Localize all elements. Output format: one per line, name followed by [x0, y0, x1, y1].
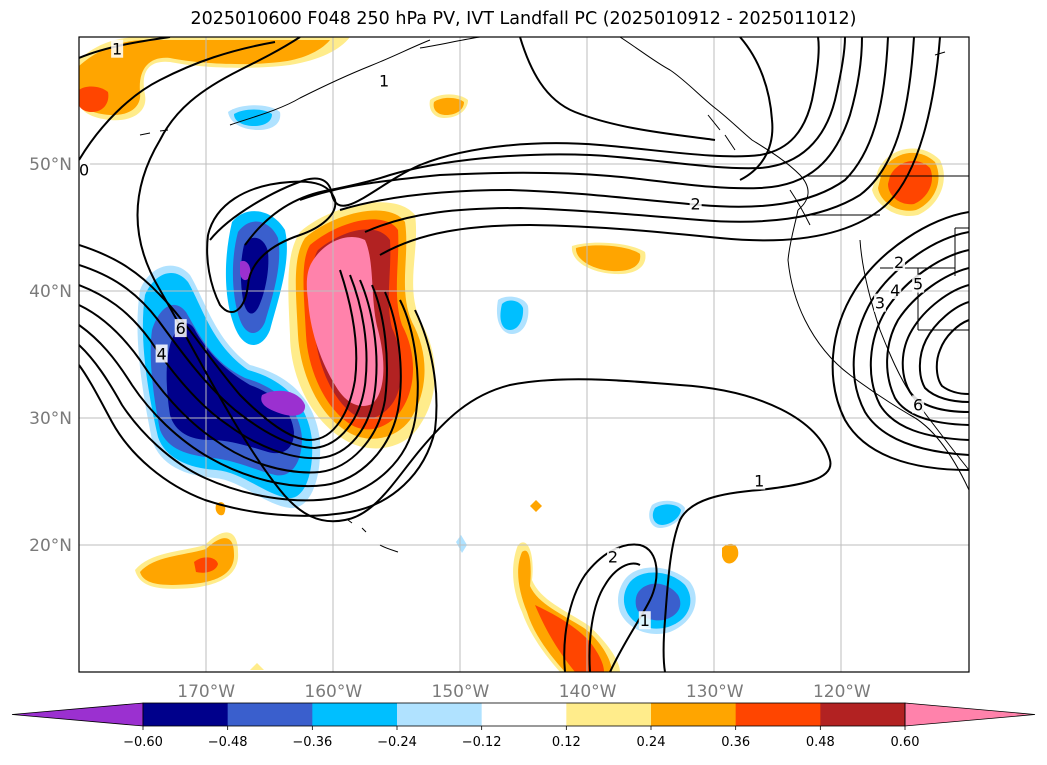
- contour-label-bg: [638, 611, 651, 630]
- contour-label-bg: [79, 160, 91, 179]
- lon-tick-label: 130°W: [686, 682, 744, 702]
- positive-pv-anomaly-hawaii-west: [135, 532, 239, 589]
- contour-label: 3: [875, 294, 885, 313]
- contour-label: 1: [640, 611, 650, 630]
- contour-label-bg: [889, 281, 902, 299]
- positive-pv-anomaly-idaho: [872, 148, 944, 216]
- colorbar-segment: [312, 703, 398, 726]
- lon-tick-label: 140°W: [559, 682, 617, 702]
- colorbar-tick-label: −0.60: [123, 735, 163, 750]
- contour-label: 6: [913, 395, 923, 414]
- lon-tick-label: 170°W: [177, 682, 235, 702]
- contour-label: 4: [890, 281, 900, 300]
- map-title: 2025010600 F048 250 hPa PV, IVT Landfall…: [190, 9, 857, 29]
- colorbar-segment: [566, 703, 652, 726]
- lat-tick-label: 40°N: [29, 282, 72, 302]
- colorbar-tick-label: 0.36: [721, 735, 750, 750]
- colorbar-tick-label: 0.12: [552, 735, 581, 750]
- colorbar-segment: [143, 703, 229, 726]
- colorbar-frame: [142, 702, 906, 727]
- contour-label-bg: [174, 319, 187, 338]
- colorbar-tick-label: −0.12: [462, 735, 502, 750]
- positive-pv-anomaly-gulf: [79, 37, 350, 121]
- map-frame: [78, 36, 970, 673]
- colorbar-tick-label: 0.24: [637, 735, 666, 750]
- contour-label-bg: [753, 471, 766, 490]
- contour-label: 2: [894, 253, 904, 272]
- negative-pv-anomaly-north: [225, 211, 287, 345]
- contour-label: 1: [112, 40, 122, 59]
- colorbar-segment: [227, 703, 313, 726]
- colorbar-tick-label: −0.24: [377, 735, 417, 750]
- colorbar-tick-label: −0.36: [292, 735, 332, 750]
- contour-label: 1: [754, 472, 764, 491]
- colorbar-segment: [820, 703, 906, 726]
- contour-label-bg: [893, 253, 906, 272]
- contour-label: 2: [691, 195, 701, 214]
- colorbar-tick-label: 0.60: [891, 735, 920, 750]
- colorbar-tick-label: 0.48: [806, 735, 835, 750]
- lon-tick-labels: 170°W 160°W 150°W 140°W 130°W 120°W: [177, 682, 871, 702]
- negative-pv-anomaly-subtropical: [618, 500, 696, 634]
- contour-label: 0: [79, 160, 89, 179]
- colorbar-tick-label: −0.48: [208, 735, 248, 750]
- contour-label-bg: [111, 39, 124, 58]
- colorbar-segment: [481, 703, 567, 726]
- contour-label-bg: [378, 71, 391, 90]
- contour-label-bg: [689, 194, 702, 213]
- colorbar-segment: [651, 703, 737, 726]
- lon-tick-label: 120°W: [813, 682, 871, 702]
- contour-label: 5: [913, 275, 923, 294]
- colorbar-extend-max: [904, 702, 1036, 727]
- lat-tick-label: 50°N: [29, 155, 72, 175]
- lat-tick-label: 30°N: [29, 409, 72, 429]
- lon-tick-label: 150°W: [432, 682, 490, 702]
- positive-pv-anomaly-west: [288, 202, 435, 449]
- contour-label: 2: [608, 548, 618, 567]
- lat-tick-label: 20°N: [29, 536, 72, 556]
- coastlines: [139, 37, 969, 553]
- colorbar: −0.60 −0.48 −0.36 −0.24 −0.12 0.12 0.24 0.36 0.4…: [11, 702, 1036, 750]
- negative-pv-anomaly-alaska: [228, 105, 281, 130]
- contour-label: 6: [176, 319, 186, 338]
- contour-label-bg: [912, 274, 925, 293]
- contour-label-bg: [155, 344, 168, 363]
- contour-label-bg: [874, 293, 886, 312]
- lat-tick-labels: 50°N 40°N 30°N 20°N: [29, 155, 72, 556]
- lon-tick-label: 160°W: [304, 682, 362, 702]
- contour-label-bg: [912, 395, 925, 414]
- contour-label: 1: [379, 71, 389, 90]
- pv-shading: [79, 37, 944, 672]
- colorbar-segment: [397, 703, 483, 726]
- positive-pv-anomaly-subtropical: [513, 542, 620, 672]
- colorbar-segment: [735, 703, 821, 726]
- contour-label-bg: [607, 547, 619, 566]
- contour-label: 4: [157, 345, 167, 364]
- colorbar-extend-min: [11, 702, 144, 727]
